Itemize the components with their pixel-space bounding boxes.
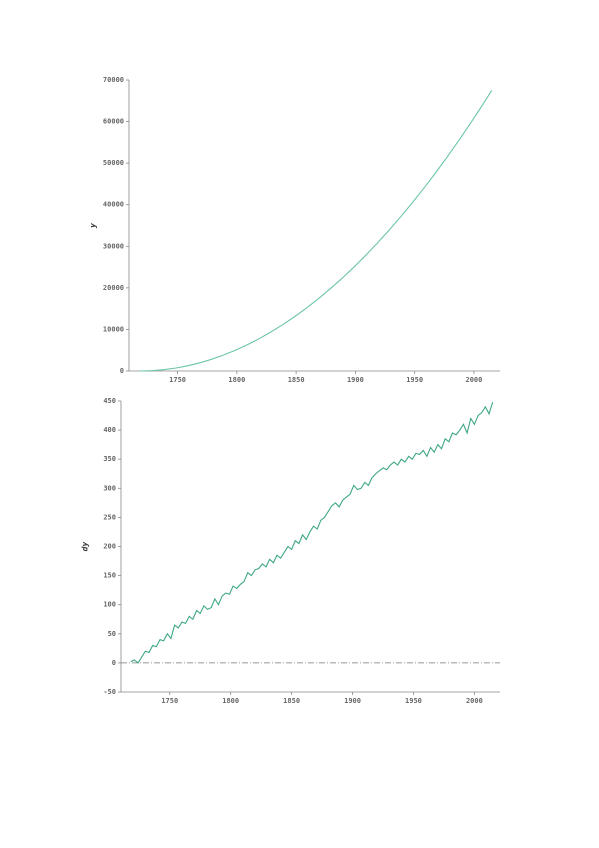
y-tick-label: 60000: [103, 118, 124, 126]
y-tick-label: 50000: [103, 159, 124, 167]
x-tick-label: 2000: [466, 697, 483, 705]
x-tick-label: 2000: [465, 376, 482, 384]
x-tick-label: 1750: [161, 697, 178, 705]
y-tick-label: 350: [103, 455, 116, 463]
x-tick-label: 1900: [347, 376, 364, 384]
x-tick-label: 1900: [344, 697, 361, 705]
y-tick-label: 50: [108, 630, 116, 638]
data-line: [139, 90, 493, 372]
x-tick-label: 1950: [405, 697, 422, 705]
y-axis-label: y: [89, 223, 98, 229]
y-tick-label: 300: [103, 484, 116, 492]
x-tick-label: 1750: [169, 376, 186, 384]
x-tick-label: 1850: [288, 376, 305, 384]
y-tick-label: 0: [112, 659, 116, 667]
y-tick-label: 10000: [103, 325, 124, 333]
x-tick-label: 1800: [228, 376, 245, 384]
y-tick-label: 40000: [103, 201, 124, 209]
y-tick-label: 400: [103, 426, 116, 434]
y-tick-label: 100: [103, 601, 116, 609]
y-tick-label: 200: [103, 543, 116, 551]
y-axis-label: dy: [81, 542, 90, 552]
y-tick-label: 30000: [103, 242, 124, 250]
y-tick-label: 450: [103, 397, 116, 405]
y-tick-label: 0: [120, 367, 124, 375]
x-tick-label: 1800: [222, 697, 239, 705]
y-tick-label: 70000: [103, 76, 124, 84]
y-tick-label: -50: [103, 688, 116, 696]
y-tick-label: 250: [103, 513, 116, 521]
x-tick-label: 1950: [406, 376, 423, 384]
y-tick-label: 20000: [103, 284, 124, 292]
y-tick-label: 150: [103, 572, 116, 580]
data-line: [130, 401, 494, 664]
x-tick-label: 1850: [283, 697, 300, 705]
